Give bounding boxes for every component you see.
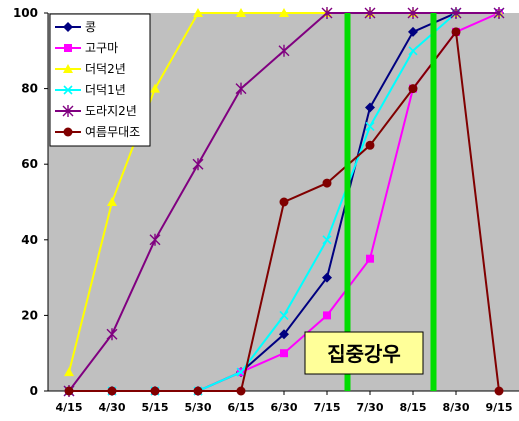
legend-label: 콩	[85, 20, 96, 34]
annotation: 집중강우	[304, 331, 424, 375]
data-point	[279, 197, 289, 207]
data-point	[150, 83, 160, 93]
legend-item: 고구마	[55, 41, 118, 55]
data-point	[106, 328, 118, 341]
x-tick-label: 7/15	[314, 401, 341, 414]
data-point	[235, 82, 247, 95]
data-point	[63, 64, 73, 73]
data-point	[322, 235, 332, 245]
x-tick-label: 4/30	[99, 401, 126, 414]
annotation-text: 집중강우	[327, 342, 401, 366]
legend-label: 여름무대조	[85, 125, 140, 139]
data-point	[236, 8, 246, 17]
data-point	[364, 7, 376, 19]
data-point	[62, 105, 74, 117]
x-tick-label: 8/30	[443, 401, 470, 414]
series-layer	[63, 7, 505, 397]
x-tick-label: 5/15	[142, 401, 169, 414]
data-point	[64, 44, 72, 52]
y-tick-label: 100	[13, 6, 38, 20]
y-tick-label: 80	[21, 82, 38, 96]
x-tick-label: 6/15	[228, 401, 255, 414]
x-tick-label: 9/15	[486, 401, 513, 414]
data-point	[366, 254, 374, 263]
data-point	[365, 140, 375, 150]
y-tick-label: 0	[30, 384, 38, 398]
x-tick-label: 4/15	[56, 401, 83, 414]
data-point	[408, 46, 418, 56]
data-point	[450, 7, 462, 19]
data-point	[279, 329, 289, 340]
data-point	[279, 310, 289, 320]
legend-label: 더덕2년	[85, 62, 126, 76]
legend-item: 여름무대조	[55, 125, 140, 139]
y-tick-label: 20	[21, 308, 38, 322]
data-point	[280, 349, 288, 358]
data-point	[365, 102, 375, 113]
data-point	[493, 7, 505, 19]
legend-item: 도라지2년	[55, 104, 137, 118]
data-point	[278, 44, 290, 57]
data-point	[150, 386, 160, 396]
data-point	[321, 7, 333, 19]
data-point	[236, 367, 246, 377]
data-point	[63, 127, 73, 137]
x-axis-ticks: 4/15 4/30 5/15 5/30 6/15 6/30 7/15 7/30 8/15 8/30…	[56, 391, 513, 414]
data-point	[192, 158, 204, 171]
legend-item: 더덕1년	[55, 83, 126, 97]
data-point	[236, 386, 246, 396]
data-point	[64, 386, 74, 396]
data-point	[322, 178, 332, 188]
highlight-layer	[344, 13, 437, 391]
data-point	[365, 121, 375, 131]
data-point	[323, 311, 331, 320]
x-tick-label: 8/15	[400, 401, 427, 414]
legend-item: 콩	[55, 20, 96, 34]
y-tick-label: 40	[21, 233, 38, 247]
data-point	[107, 197, 117, 206]
data-point	[64, 367, 74, 377]
data-point	[193, 8, 203, 17]
data-point	[63, 22, 73, 32]
data-point	[322, 272, 332, 283]
legend-box	[49, 13, 151, 147]
x-tick-label: 5/30	[185, 401, 212, 414]
x-tick-label: 7/30	[357, 401, 384, 414]
data-point	[408, 26, 418, 37]
data-point	[407, 7, 419, 19]
legend-label: 도라지2년	[85, 104, 137, 118]
legend-item: 더덕2년	[55, 62, 126, 76]
data-point	[408, 84, 418, 94]
data-point	[279, 8, 289, 17]
data-point	[451, 27, 461, 37]
data-point	[63, 85, 73, 95]
data-point	[193, 386, 203, 396]
legend-label: 고구마	[85, 41, 118, 55]
series-6	[64, 27, 504, 396]
data-point	[149, 233, 161, 246]
y-tick-label: 60	[21, 157, 38, 171]
series-5	[63, 7, 505, 397]
data-point	[494, 386, 504, 396]
x-tick-label: 6/30	[271, 401, 298, 414]
data-point	[107, 386, 117, 396]
annotation-box	[304, 331, 424, 375]
legend-label: 더덕1년	[85, 83, 126, 97]
